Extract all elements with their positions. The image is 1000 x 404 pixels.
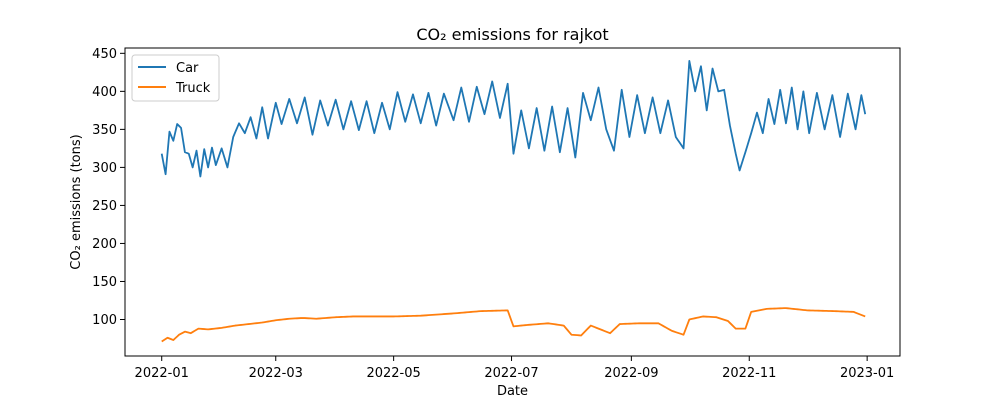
x-tick-label: 2022-01 (135, 366, 189, 381)
y-axis: 100 150 200 250 300 350 400 450 (92, 47, 125, 328)
series-layer (160, 60, 867, 343)
x-tick-label: 2023-01 (840, 366, 894, 381)
y-tick-label: 300 (92, 161, 117, 176)
chart-title: CO₂ emissions for rajkot (416, 25, 608, 44)
x-tick-label: 2022-03 (249, 366, 303, 381)
y-axis-label: CO₂ emissions (tons) (69, 134, 84, 269)
plot-area (124, 47, 901, 357)
legend-label-truck: Truck (175, 81, 211, 96)
y-tick-label: 200 (92, 237, 117, 252)
y-tick-label: 400 (92, 85, 117, 100)
y-tick-label: 450 (92, 47, 117, 62)
y-tick-label: 350 (92, 123, 117, 138)
x-axis: 2022-01 2022-03 2022-05 2022-07 2022-09 2022-… (135, 356, 894, 381)
y-tick-label: 150 (92, 275, 117, 290)
x-tick-label: 2022-09 (604, 366, 658, 381)
axes-frame (124, 47, 901, 357)
x-tick-label: 2022-11 (722, 366, 776, 381)
series-line-truck (161, 307, 866, 343)
legend-label-car: Car (176, 61, 199, 76)
y-tick-label: 250 (92, 199, 117, 214)
legend: Car Truck (131, 54, 220, 102)
x-tick-label: 2022-05 (366, 366, 420, 381)
y-tick-label: 100 (92, 313, 117, 328)
x-tick-label: 2022-07 (484, 366, 538, 381)
series-line-car (160, 60, 867, 178)
x-axis-label: Date (497, 384, 528, 399)
